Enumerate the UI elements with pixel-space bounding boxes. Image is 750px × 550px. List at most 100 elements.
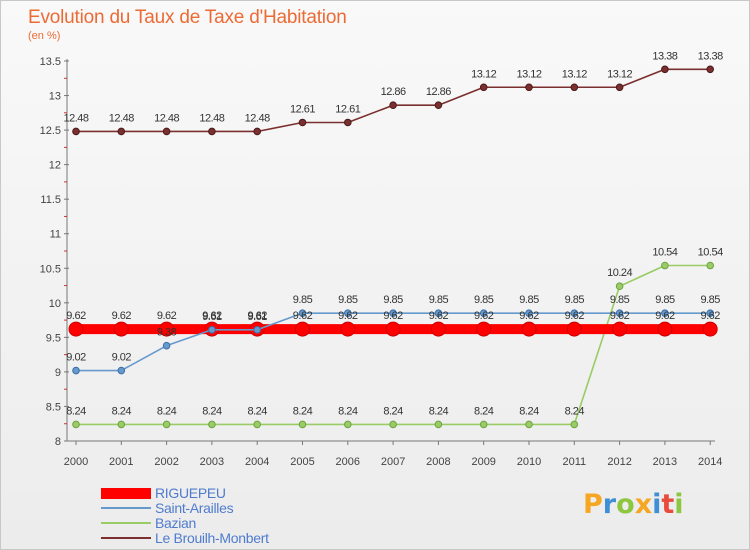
x-tick-label: 2014 [698, 456, 722, 468]
data-point [162, 420, 171, 429]
x-tick-label: 2012 [607, 456, 631, 468]
data-label: 8.24 [157, 405, 177, 417]
data-point [389, 420, 397, 429]
x-tick-label: 2000 [64, 456, 88, 468]
data-label: 8.24 [112, 405, 132, 417]
data-label: 9.85 [519, 294, 539, 306]
legend-swatch-riguepeu [101, 488, 151, 499]
data-label: 9.38 [157, 327, 177, 339]
x-tick-label: 2005 [290, 456, 314, 468]
data-point [298, 309, 307, 317]
data-point [661, 261, 669, 270]
data-label: 9.62 [474, 310, 494, 322]
data-point [615, 282, 624, 291]
logo-letter: o [616, 489, 635, 520]
legend-item-le-brouilh-monbert: Le Brouilh-Monbert [101, 530, 361, 546]
data-point [661, 65, 669, 74]
data-label: 9.85 [293, 294, 313, 306]
legend-label: Saint-Arailles [155, 500, 234, 516]
legend-swatch-saint-arailles [101, 507, 151, 509]
data-label: 9.62 [700, 310, 720, 322]
data-point [68, 321, 84, 337]
legend-label: RIGUEPEU [155, 485, 226, 501]
data-point [661, 309, 669, 317]
data-point [566, 321, 582, 337]
data-label: 13.12 [471, 68, 496, 80]
data-label: 13.38 [698, 50, 723, 62]
data-label: 9.61 [247, 311, 267, 323]
legend-swatch-le-brouilh-monbert [101, 537, 151, 539]
x-tick-label: 2009 [471, 456, 495, 468]
data-label: 12.86 [381, 86, 406, 98]
data-label: 9.85 [610, 294, 630, 306]
data-point [344, 420, 352, 429]
data-label: 9.62 [655, 310, 675, 322]
legend-item-saint-arailles: Saint-Arailles [101, 500, 361, 516]
data-point [208, 127, 216, 136]
data-label: 9.85 [655, 294, 675, 306]
legend-label: Le Brouilh-Monbert [155, 530, 269, 546]
legend-label: Bazian [155, 515, 197, 531]
y-tick-label: 11.5 [40, 194, 61, 206]
data-point [570, 83, 579, 92]
data-point [657, 321, 673, 337]
legend-item-bazian: Bazian [101, 515, 361, 531]
data-point [612, 321, 628, 337]
data-point [525, 420, 533, 429]
data-label: 8.24 [519, 405, 539, 417]
x-tick-label: 2011 [562, 456, 586, 468]
data-label: 8.24 [338, 405, 358, 417]
data-label: 8.24 [429, 405, 449, 417]
data-point [702, 321, 718, 337]
data-point [706, 261, 715, 270]
data-label: 9.85 [383, 294, 403, 306]
data-label: 12.86 [426, 86, 451, 98]
y-tick-label: 10 [49, 298, 61, 310]
y-tick-label: 8 [55, 436, 61, 448]
y-tick-label: 13.5 [40, 56, 61, 68]
data-label: 9.62 [565, 310, 585, 322]
data-point [434, 420, 443, 429]
data-label: 8.24 [383, 405, 403, 417]
chart-title: Evolution du Taux de Taxe d'Habitation [28, 7, 347, 28]
data-point [117, 420, 126, 429]
data-point [570, 309, 579, 317]
data-label: 13.38 [652, 50, 677, 62]
data-point [117, 127, 126, 136]
data-label: 9.62 [247, 310, 267, 322]
data-point [344, 118, 352, 127]
data-point [72, 366, 80, 375]
data-label: 9.62 [429, 310, 449, 322]
logo-letter: x [634, 489, 653, 520]
data-point [706, 309, 715, 317]
data-point [479, 309, 488, 317]
data-label: 9.85 [565, 294, 585, 306]
y-tick-label: 9.5 [46, 332, 61, 344]
data-point [72, 420, 80, 429]
logo-letter: t [661, 489, 675, 520]
x-tick-label: 2010 [517, 456, 541, 468]
data-label: 10.24 [607, 267, 632, 279]
data-labels: 9.62 9.62 9.62 9.62 9.62 9.62 9.62 9.62 9.62 9.62… [63, 50, 723, 417]
data-label: 13.12 [562, 68, 587, 80]
data-point [253, 420, 262, 429]
y-tick-label: 12 [49, 160, 61, 172]
data-label: 9.61 [202, 311, 222, 323]
data-point [72, 127, 80, 136]
data-point [162, 341, 171, 350]
series-layer [68, 65, 718, 429]
proxiti-logo: Proxiti [583, 489, 684, 520]
data-point [208, 325, 216, 334]
data-point [117, 366, 126, 375]
data-label: 12.61 [290, 103, 315, 115]
data-point [706, 65, 715, 74]
data-point [385, 321, 401, 337]
data-label: 12.48 [154, 112, 179, 124]
data-label: 9.02 [112, 352, 132, 364]
data-point [295, 321, 310, 337]
data-label: 12.61 [335, 103, 360, 115]
data-label: 8.24 [474, 405, 494, 417]
data-label: 9.62 [112, 310, 132, 322]
